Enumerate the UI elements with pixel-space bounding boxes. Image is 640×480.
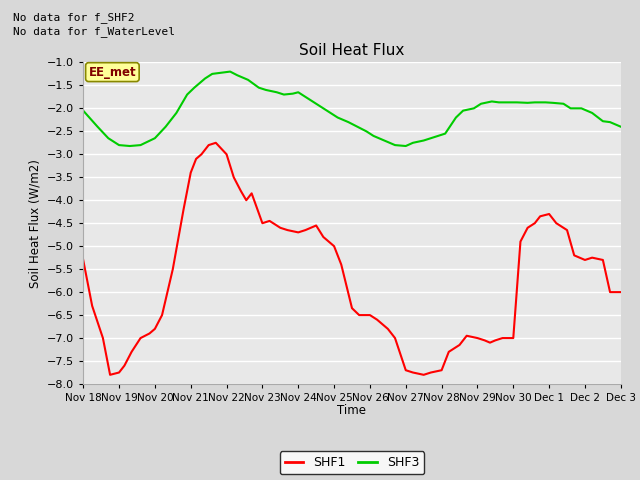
- Text: No data for f_SHF2: No data for f_SHF2: [13, 12, 134, 23]
- Text: No data for f_WaterLevel: No data for f_WaterLevel: [13, 26, 175, 37]
- Text: EE_met: EE_met: [88, 66, 136, 79]
- Title: Soil Heat Flux: Soil Heat Flux: [300, 44, 404, 59]
- Y-axis label: Soil Heat Flux (W/m2): Soil Heat Flux (W/m2): [29, 159, 42, 288]
- Legend: SHF1, SHF3: SHF1, SHF3: [280, 451, 424, 474]
- X-axis label: Time: Time: [337, 405, 367, 418]
